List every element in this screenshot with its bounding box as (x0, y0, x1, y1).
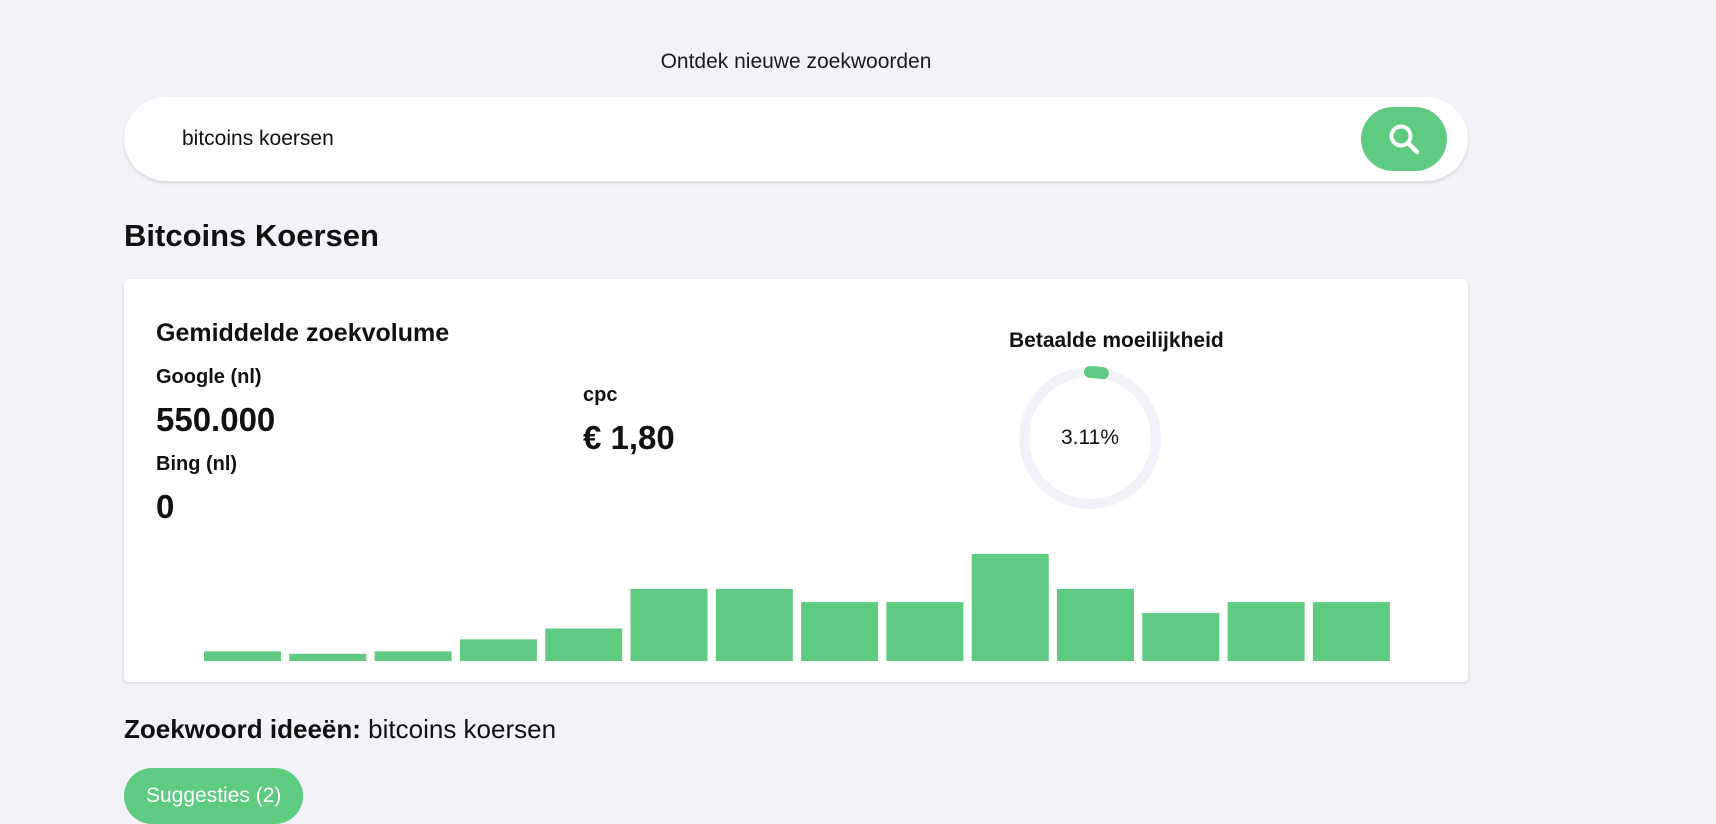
gauge-progress (1018, 366, 1162, 510)
difficulty-label: Betaalde moeilijkheid (1009, 329, 1224, 352)
keyword-ideas: Zoekwoord ideeën: bitcoins koersen (124, 714, 556, 745)
chart-bar (1142, 612, 1220, 661)
google-label: Google (nl) (156, 366, 262, 388)
search-input[interactable] (182, 97, 1362, 181)
search-icon (1389, 124, 1420, 155)
bing-volume: 0 (156, 488, 175, 525)
difficulty-gauge (1018, 366, 1162, 510)
chart-bar (459, 639, 537, 661)
chart-bar (289, 653, 367, 661)
google-volume: 550.000 (156, 401, 276, 438)
keyword-heading: Bitcoins Koersen (124, 218, 379, 253)
cpc-value: € 1,80 (583, 419, 675, 456)
page-title: Ontdek nieuwe zoekwoorden (660, 50, 932, 73)
chart-bar (374, 651, 452, 661)
chart-bar (1312, 602, 1390, 661)
keyword-ideas-keyword: bitcoins koersen (368, 714, 557, 744)
metrics-card: Gemiddelde zoekvolume Google (nl) 550.00… (124, 279, 1468, 682)
chart-bar (1227, 602, 1305, 661)
suggestions-button[interactable]: Suggesties (2) (124, 768, 304, 824)
volume-bar-chart (204, 554, 1390, 661)
search-button[interactable] (1361, 107, 1447, 171)
chart-bar (971, 554, 1049, 661)
search-bar (124, 97, 1468, 181)
chart-bar (715, 588, 793, 661)
difficulty-value: 3.11% (1061, 426, 1119, 449)
chart-bar (886, 602, 964, 661)
chart-bar (630, 588, 708, 661)
chart-bar (204, 651, 281, 661)
chart-bar (545, 628, 623, 661)
volume-title: Gemiddelde zoekvolume (156, 319, 450, 347)
cpc-label: cpc (583, 384, 618, 406)
bing-label: Bing (nl) (156, 453, 238, 475)
chart-bar (801, 602, 879, 661)
keyword-ideas-label: Zoekwoord ideeën: (124, 714, 361, 744)
chart-bar (1057, 588, 1134, 661)
